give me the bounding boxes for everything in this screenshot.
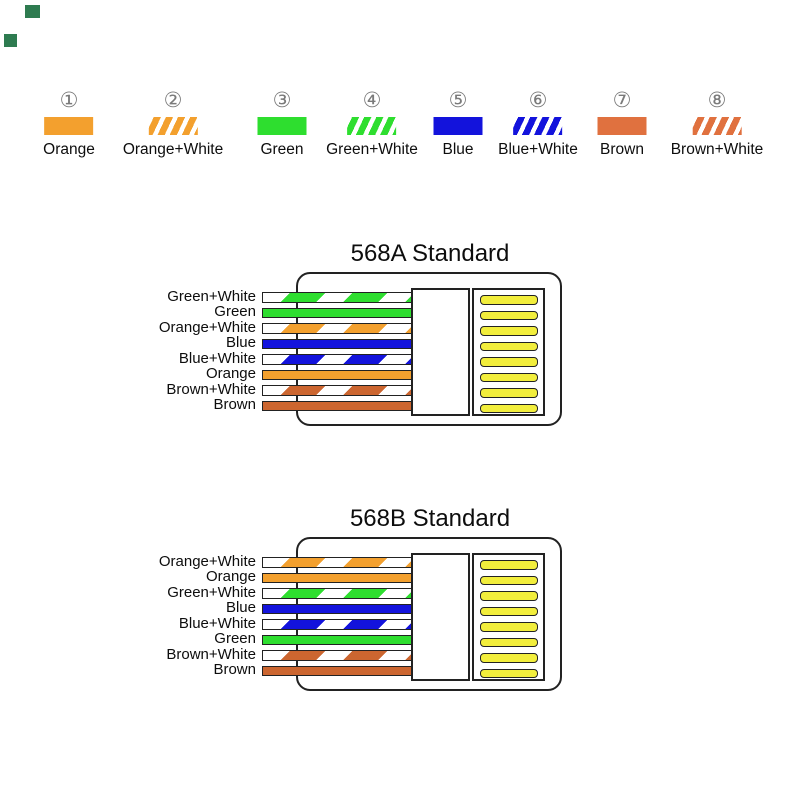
- connector-pin: [480, 341, 538, 351]
- legend-item-blue: ⑤ Blue: [433, 88, 483, 159]
- connector-pin-block: [472, 288, 545, 416]
- wire-label: Green+White: [167, 583, 256, 601]
- connector-pin: [480, 326, 538, 336]
- legend-number: ⑥: [528, 88, 548, 112]
- wire-orange-white: [262, 323, 414, 334]
- connector-pin: [480, 310, 538, 320]
- legend-item-label: Blue+White: [498, 141, 578, 158]
- wire-blue-white: [262, 619, 414, 630]
- legend-item-orange: ① Orange: [43, 88, 95, 159]
- wire-label: Green+White: [167, 287, 256, 305]
- legend-color-swatch: [692, 117, 742, 135]
- connector-front-block: [411, 288, 470, 416]
- corner-mark-1: [25, 5, 40, 18]
- connector-front-block: [411, 553, 470, 681]
- wire-label: Green: [214, 630, 256, 647]
- legend-item-label: Orange+White: [122, 141, 224, 158]
- legend-number: ⑤: [448, 88, 468, 112]
- wire-label: Orange+White: [158, 318, 256, 336]
- wire-blue: [262, 338, 414, 349]
- legend-item-label: Green+White: [326, 141, 418, 158]
- legend-item-blue-white: ⑥ Blue+White: [498, 88, 578, 159]
- wire-green-white: [262, 292, 414, 303]
- diagram-title: 568B Standard: [349, 505, 511, 532]
- legend-item-label: Brown+White: [670, 141, 764, 158]
- legend-item-orange-white: ② Orange+White: [123, 88, 223, 159]
- connector-pin: [480, 591, 538, 601]
- legend-item-label: Blue: [442, 141, 474, 158]
- legend-number: ③: [272, 88, 292, 112]
- legend-color-swatch: [513, 117, 563, 135]
- legend-number: ④: [362, 88, 382, 112]
- wire-brown-white: [262, 650, 414, 661]
- connector-pin: [480, 668, 538, 678]
- wire-green: [262, 307, 414, 318]
- wire-label: Brown: [213, 661, 256, 678]
- connector-pin: [480, 575, 538, 585]
- connector-pin: [480, 388, 538, 398]
- legend-color-swatch: [44, 117, 94, 135]
- legend-color-swatch: [148, 117, 198, 135]
- wire-label: Orange+White: [158, 552, 256, 570]
- wire-label: Blue: [225, 334, 256, 351]
- wire-green: [262, 634, 414, 645]
- wire-brown-white: [262, 385, 414, 396]
- wire-label: Blue+White: [178, 614, 256, 632]
- wire-label: Brown: [213, 396, 256, 413]
- corner-mark-2: [4, 34, 17, 47]
- diagram-title: 568A Standard: [350, 240, 510, 267]
- wire-orange-white: [262, 557, 414, 568]
- legend-item-label: Green: [260, 141, 304, 158]
- legend-number: ⑦: [612, 88, 632, 112]
- legend-item-green-white: ④ Green+White: [326, 88, 418, 159]
- legend-item-brown: ⑦ Brown: [597, 88, 647, 159]
- connector-pin-block: [472, 553, 545, 681]
- connector-pin: [480, 357, 538, 367]
- connector-pin: [480, 653, 538, 663]
- connector-pin: [480, 403, 538, 413]
- wire-label: Blue: [225, 599, 256, 616]
- legend-number: ②: [163, 88, 183, 112]
- wire-green-white: [262, 588, 414, 599]
- legend-color-swatch: [597, 117, 647, 135]
- legend-color-swatch: [433, 117, 483, 135]
- wire-label: Brown+White: [166, 380, 256, 398]
- wire-label: Orange: [205, 568, 256, 585]
- wire-orange: [262, 572, 414, 583]
- connector-pin: [480, 295, 538, 305]
- legend-number: ⑧: [707, 88, 727, 112]
- legend-color-swatch: [257, 117, 307, 135]
- connector-pin: [480, 637, 538, 647]
- connector-pin: [480, 560, 538, 570]
- wire-orange: [262, 369, 414, 380]
- wire-label: Blue+White: [178, 349, 256, 367]
- wire-brown: [262, 400, 414, 411]
- legend-number: ①: [59, 88, 79, 112]
- connector-pin: [480, 622, 538, 632]
- wire-brown: [262, 665, 414, 676]
- connector-pin: [480, 606, 538, 616]
- wire-label: Brown+White: [166, 645, 256, 663]
- legend-color-swatch: [347, 117, 397, 135]
- wire-label: Green: [214, 303, 256, 320]
- legend-item-label: Orange: [43, 141, 95, 158]
- connector-pin: [480, 372, 538, 382]
- wire-blue-white: [262, 354, 414, 365]
- legend-item-brown-white: ⑧ Brown+White: [671, 88, 764, 159]
- legend-item-green: ③ Green: [257, 88, 307, 159]
- wire-blue: [262, 603, 414, 614]
- legend-item-label: Brown: [600, 141, 644, 158]
- wire-label: Orange: [205, 365, 256, 382]
